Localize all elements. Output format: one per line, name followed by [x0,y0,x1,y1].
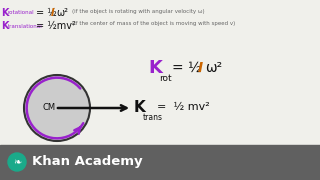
Text: CM: CM [43,103,56,112]
Text: (if the center of mass of the object is moving with speed v): (if the center of mass of the object is … [72,21,235,26]
Text: ω²: ω² [56,8,68,18]
Text: =  ½ mv²: = ½ mv² [157,102,210,112]
Circle shape [24,75,90,141]
Text: rot: rot [159,74,172,83]
Text: K: K [1,8,9,18]
Text: = ½mv²: = ½mv² [36,21,76,31]
Circle shape [8,153,26,171]
Text: I: I [51,8,55,18]
Text: = ½: = ½ [172,61,206,75]
Text: translational: translational [8,24,43,28]
Text: Khan Academy: Khan Academy [32,156,143,168]
Text: K: K [1,21,9,31]
Text: K: K [134,100,146,114]
Text: trans: trans [143,113,163,122]
Text: rotational: rotational [8,10,35,15]
Text: I: I [198,61,203,75]
Text: K: K [148,59,162,77]
Text: ❧: ❧ [13,158,21,168]
Text: = ½: = ½ [36,8,57,18]
Text: ω²: ω² [205,61,222,75]
Bar [0,145,320,180]
Text: (if the object is rotating with angular velocity ω): (if the object is rotating with angular … [72,8,204,14]
